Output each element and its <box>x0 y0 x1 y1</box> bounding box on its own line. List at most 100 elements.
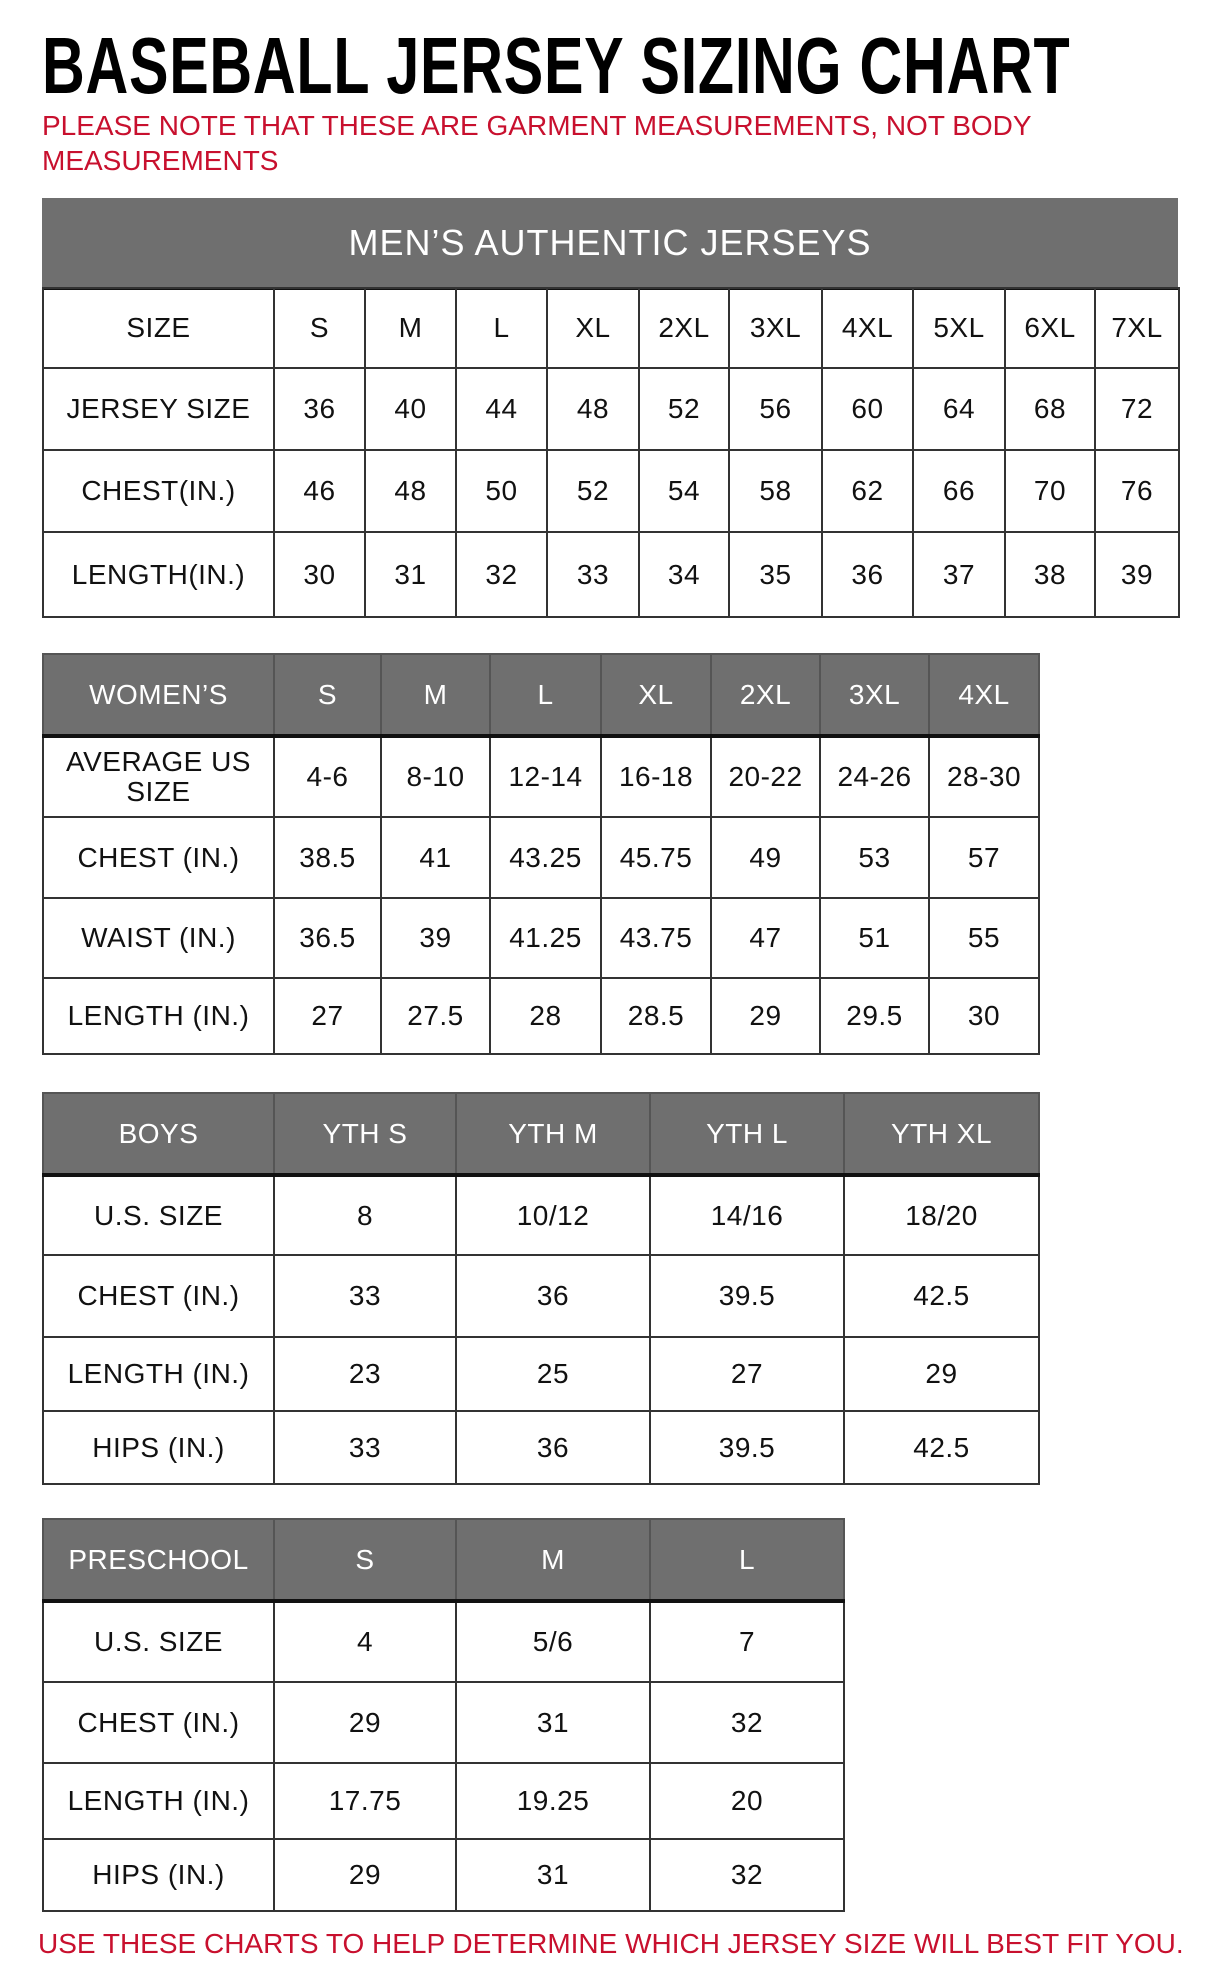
column-header: YTH XL <box>843 1092 1040 1177</box>
column-header: 7XL <box>1094 287 1180 369</box>
table-cell: 56 <box>728 367 823 451</box>
table-cell: 7 <box>649 1600 845 1683</box>
table-cell: 32 <box>455 531 548 618</box>
table-cell: 31 <box>455 1838 651 1912</box>
table-cell: 23 <box>273 1336 457 1412</box>
column-header: YTH S <box>273 1092 457 1177</box>
row-label: HIPS (IN.) <box>42 1838 275 1912</box>
table-cell: 53 <box>819 816 930 899</box>
table-cell: 36 <box>455 1254 651 1338</box>
column-header: L <box>455 287 548 369</box>
table-row: CHEST (IN.) 38.5 41 43.25 45.75 49 53 57 <box>42 816 1040 899</box>
table-cell: 64 <box>912 367 1006 451</box>
column-header: YTH M <box>455 1092 651 1177</box>
table-cell: 57 <box>928 816 1040 899</box>
table-cell: 52 <box>546 449 640 533</box>
table-cell: 68 <box>1004 367 1096 451</box>
column-header: 2XL <box>638 287 730 369</box>
footer-note: USE THESE CHARTS TO HELP DETERMINE WHICH… <box>38 1928 1184 1959</box>
table-cell: 43.25 <box>489 816 602 899</box>
table-cell: 35 <box>728 531 823 618</box>
table-row: CHEST (IN.) 29 31 32 <box>42 1681 845 1764</box>
table-row: U.S. SIZE 4 5/6 7 <box>42 1600 845 1683</box>
table-cell: 29 <box>273 1681 457 1764</box>
table-cell: 43.75 <box>600 897 712 979</box>
table-cell: 30 <box>273 531 366 618</box>
column-header: L <box>489 653 602 738</box>
table-cell: 30 <box>928 977 1040 1055</box>
table-row: LENGTH (IN.) 27 27.5 28 28.5 29 29.5 30 <box>42 977 1040 1055</box>
table-row: JERSEY SIZE 36 40 44 48 52 56 60 64 68 72 <box>42 367 1180 451</box>
table-cell: 45.75 <box>600 816 712 899</box>
table-cell: 28-30 <box>928 735 1040 818</box>
table-cell: 33 <box>273 1254 457 1338</box>
column-header: 4XL <box>928 653 1040 738</box>
table-cell: 14/16 <box>649 1174 845 1256</box>
column-header: PRESCHOOL <box>42 1518 275 1603</box>
table-cell: 50 <box>455 449 548 533</box>
table-cell: 66 <box>912 449 1006 533</box>
column-header: XL <box>600 653 712 738</box>
table-cell: 4-6 <box>273 735 382 818</box>
column-header: S <box>273 1518 457 1603</box>
column-header: WOMEN’S <box>42 653 275 738</box>
table-cell: 47 <box>710 897 821 979</box>
row-label: AVERAGE US SIZE <box>42 735 275 818</box>
table-cell: 36 <box>273 367 366 451</box>
column-header: 3XL <box>819 653 930 738</box>
table-cell: 40 <box>364 367 457 451</box>
table-cell: 51 <box>819 897 930 979</box>
table-cell: 39.5 <box>649 1254 845 1338</box>
table-cell: 62 <box>821 449 914 533</box>
table-header-row: PRESCHOOL S M L <box>42 1518 845 1603</box>
table-cell: 42.5 <box>843 1410 1040 1485</box>
column-header: SIZE <box>42 287 275 369</box>
table-cell: 8 <box>273 1174 457 1256</box>
table-cell: 20-22 <box>710 735 821 818</box>
row-label: CHEST(IN.) <box>42 449 275 533</box>
table-cell: 31 <box>364 531 457 618</box>
table-cell: 42.5 <box>843 1254 1040 1338</box>
row-label: U.S. SIZE <box>42 1174 275 1256</box>
table-row: LENGTH (IN.) 17.75 19.25 20 <box>42 1762 845 1840</box>
table-cell: 38.5 <box>273 816 382 899</box>
table-cell: 27 <box>649 1336 845 1412</box>
table-cell: 10/12 <box>455 1174 651 1256</box>
boys-sizing-table: BOYS YTH S YTH M YTH L YTH XL U.S. SIZE 8 10/12… <box>42 1092 1040 1485</box>
table-cell: 55 <box>928 897 1040 979</box>
table-header-row: WOMEN’S S M L XL 2XL 3XL 4XL <box>42 653 1040 738</box>
table-cell: 41 <box>380 816 491 899</box>
table-cell: 48 <box>364 449 457 533</box>
row-label: CHEST (IN.) <box>42 1681 275 1764</box>
table-cell: 52 <box>638 367 730 451</box>
column-header: 2XL <box>710 653 821 738</box>
column-header: 4XL <box>821 287 914 369</box>
table-cell: 44 <box>455 367 548 451</box>
table-cell: 72 <box>1094 367 1180 451</box>
table-row: LENGTH (IN.) 23 25 27 29 <box>42 1336 1040 1412</box>
column-header: BOYS <box>42 1092 275 1177</box>
table-cell: 60 <box>821 367 914 451</box>
table-cell: 41.25 <box>489 897 602 979</box>
table-cell: 29.5 <box>819 977 930 1055</box>
table-cell: 24-26 <box>819 735 930 818</box>
column-header: L <box>649 1518 845 1603</box>
table-cell: 28 <box>489 977 602 1055</box>
row-label: LENGTH (IN.) <box>42 977 275 1055</box>
table-cell: 5/6 <box>455 1600 651 1683</box>
table-cell: 28.5 <box>600 977 712 1055</box>
garment-measurement-note: PLEASE NOTE THAT THESE ARE GARMENT MEASU… <box>42 110 1032 176</box>
mens-table-caption: MEN’S AUTHENTIC JERSEYS <box>42 198 1178 290</box>
table-cell: 37 <box>912 531 1006 618</box>
column-header: 3XL <box>728 287 823 369</box>
page-title: BASEBALL JERSEY SIZING CHART <box>42 21 1071 110</box>
row-label: CHEST (IN.) <box>42 816 275 899</box>
table-cell: 25 <box>455 1336 651 1412</box>
column-header: 5XL <box>912 287 1006 369</box>
row-label: JERSEY SIZE <box>42 367 275 451</box>
table-cell: 46 <box>273 449 366 533</box>
row-label: HIPS (IN.) <box>42 1410 275 1485</box>
table-cell: 27 <box>273 977 382 1055</box>
table-cell: 27.5 <box>380 977 491 1055</box>
table-cell: 76 <box>1094 449 1180 533</box>
